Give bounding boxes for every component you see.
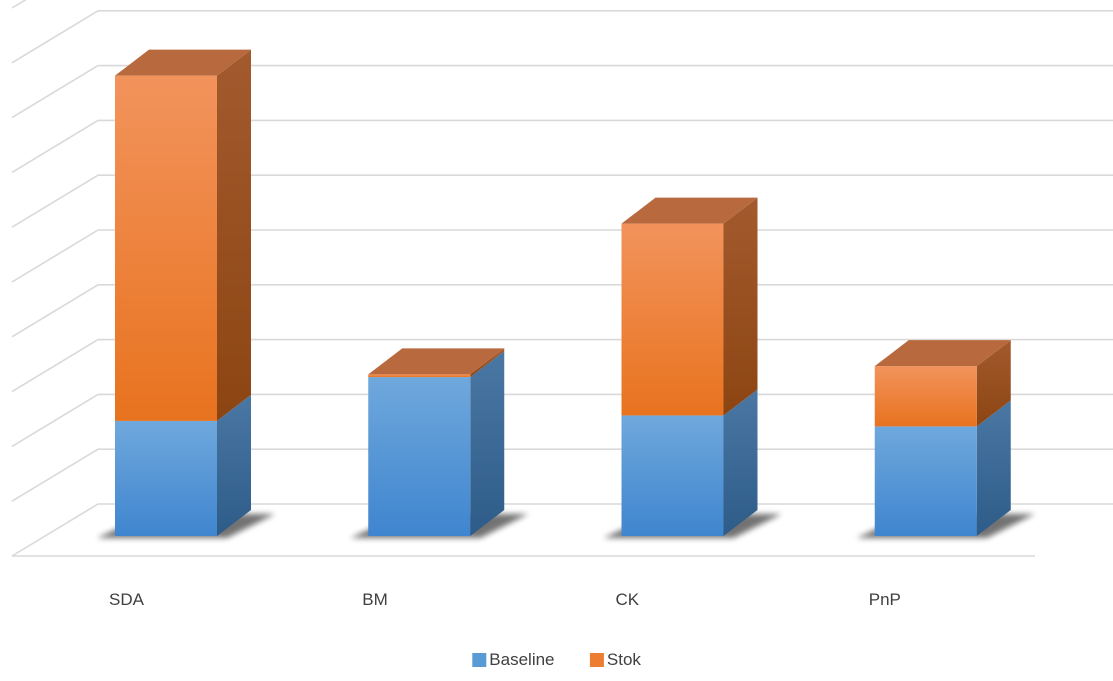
legend-item-stok: Stok xyxy=(589,650,642,669)
bars xyxy=(97,49,1035,538)
bar-side xyxy=(976,340,1011,427)
bar-stack-sda xyxy=(97,49,275,538)
bar-front xyxy=(368,374,471,378)
bar-baseline-pnp xyxy=(874,400,1011,536)
bar-stack-bm xyxy=(350,348,529,538)
bar-front xyxy=(621,415,724,536)
legend-swatch xyxy=(472,653,487,667)
bar-side xyxy=(976,400,1011,536)
bar-front xyxy=(115,75,217,421)
legend-swatch xyxy=(589,653,604,667)
category-label: BM xyxy=(362,590,388,609)
bar-stok-bm xyxy=(368,348,505,378)
bar-top xyxy=(115,49,251,76)
bar-baseline-ck xyxy=(621,389,758,536)
gridline-side xyxy=(11,503,99,557)
bar-baseline-bm xyxy=(368,351,505,536)
bar-front xyxy=(621,223,724,416)
gridline-side xyxy=(11,174,99,228)
legend: Baseline Stok xyxy=(472,650,641,669)
category-label: CK xyxy=(616,590,640,609)
gridline-side xyxy=(11,229,99,283)
bar-stok-sda xyxy=(115,49,251,421)
bar-stok-ck xyxy=(621,197,758,416)
bar-front xyxy=(115,420,217,536)
category-label: PnP xyxy=(869,590,901,609)
bar-baseline-sda xyxy=(115,394,251,536)
bar-side xyxy=(723,197,758,416)
bar-front xyxy=(874,426,977,536)
bar-side xyxy=(217,49,251,421)
bar-side xyxy=(470,348,505,378)
bar-side xyxy=(723,389,758,536)
bar-side xyxy=(217,394,251,536)
legend-item-baseline: Baseline xyxy=(472,650,555,669)
legend-label: Baseline xyxy=(489,650,554,669)
bar-top xyxy=(368,348,505,375)
bar-stack-ck xyxy=(603,197,782,538)
gridline-side xyxy=(11,0,27,9)
gridline-side xyxy=(11,393,99,448)
bar-stack-pnp xyxy=(856,340,1035,538)
gridline-side xyxy=(11,119,99,174)
gridline-side xyxy=(11,338,99,393)
bar-side xyxy=(470,351,505,536)
bar-front xyxy=(874,366,977,427)
category-labels: SDA BM CK PnP xyxy=(109,590,901,609)
gridline-side xyxy=(11,448,99,502)
bar-front xyxy=(368,377,471,536)
bar-stok-pnp xyxy=(874,340,1011,427)
gridline-side xyxy=(11,10,99,64)
bar-top xyxy=(874,340,1011,367)
gridlines xyxy=(11,0,1113,557)
legend-label: Stok xyxy=(607,650,642,669)
bar-top xyxy=(621,197,758,224)
gridline-side xyxy=(11,284,99,338)
category-label: SDA xyxy=(109,590,145,609)
gridline-side xyxy=(11,64,99,119)
